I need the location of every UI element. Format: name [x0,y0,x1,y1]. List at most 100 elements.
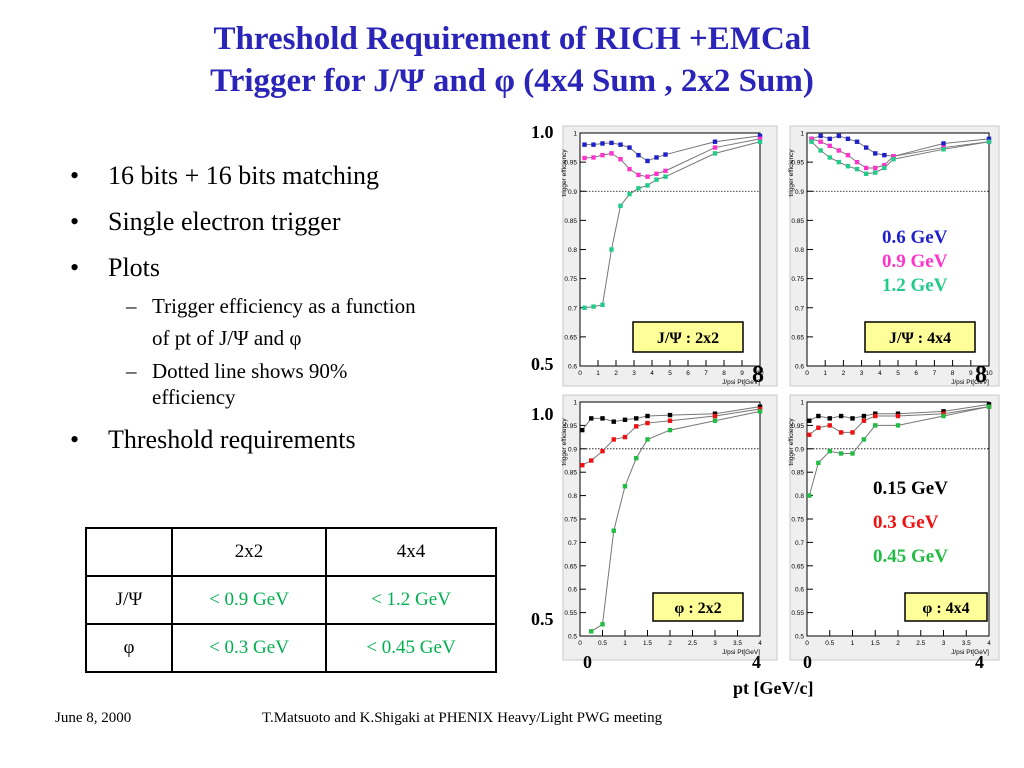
y-tick-label: 0.6 [795,587,804,594]
data-point [941,409,946,414]
data-point [600,622,605,627]
data-point [634,416,639,421]
data-point [591,304,596,309]
bullet-text: 16 bits + 16 bits matching [108,161,380,190]
sub-bullet-item: – Dotted line shows 90% efficiency [70,358,540,410]
y-tick-label: 0.95 [564,160,577,167]
data-point [757,136,763,142]
x-tick-label: 0.5 [825,640,834,647]
y-tick-label: 0.9 [568,189,577,196]
y-tick-label: 0.8 [568,247,577,254]
data-point [654,177,659,182]
data-point [816,425,821,430]
data-point [618,157,623,162]
data-point [712,145,718,150]
table-cell: < 1.2 GeV [325,575,497,625]
table-header-cell: 4x4 [325,527,497,577]
data-point [600,448,605,454]
data-point [622,484,628,489]
y-tick-label: 0.6 [568,364,577,371]
data-point [757,404,763,409]
jpsi-legend: 0.6 GeV 0.9 GeV 1.2 GeV [882,226,947,298]
y-tick-label: 0.65 [564,334,577,341]
data-point [827,155,832,160]
data-point [895,411,901,416]
y-tick-label: 0.85 [564,218,577,225]
data-point [986,136,992,142]
x-axis-title: pt [GeV/c] [733,678,814,698]
data-point [645,413,650,419]
legend-entry: 0.15 GeV [873,478,948,499]
y-axis-label: trigger efficiency [788,418,795,466]
y-tick-label: 0.7 [568,540,577,547]
data-point [807,493,812,498]
data-point [854,159,860,165]
data-point [645,158,650,164]
legend-entry: 1.2 GeV [882,275,948,296]
data-point [827,423,832,428]
table-header-row: 2x2 4x4 [85,527,497,577]
data-point [816,460,821,466]
data-point [816,413,821,419]
bullet-text: Single electron trigger [108,207,341,236]
data-point [611,419,616,424]
bullet-dot-icon: • [70,425,80,454]
data-point [827,136,832,142]
y-tick-label: 0.75 [564,276,577,283]
data-point [838,430,844,435]
data-point [941,147,946,152]
bullet-dot-icon: • [70,161,80,190]
x-end-label-top-left: 8 [752,362,764,388]
data-point [845,152,851,158]
y-tick-label: 0.7 [795,305,804,312]
y-max-label-top: 1.0 [531,122,554,142]
data-point [827,143,832,149]
data-point [941,141,946,146]
y-tick-label: 0.9 [795,189,804,196]
panel-label: J/Ψ : 2x2 [657,330,719,347]
data-point [645,437,650,442]
data-point [986,404,992,409]
y-tick-label: 0.65 [791,563,804,570]
x-tick-label: 4 [987,640,991,647]
data-point [634,424,639,429]
table-row: J/Ψ < 0.9 GeV < 1.2 GeV [85,575,497,625]
data-point [863,165,869,171]
x-tick-label: 4 [650,370,654,377]
y-tick-label: 0.9 [568,446,577,453]
bullet-list: • 16 bits + 16 bits matching • Single elec… [70,160,540,470]
data-point [809,136,814,142]
data-point [609,151,614,156]
data-point [589,458,594,463]
data-point [827,448,832,454]
x-tick-label: 1 [623,640,627,647]
data-point [654,155,659,160]
data-point [627,145,632,150]
panel-label: J/Ψ : 4x4 [889,330,951,347]
y-tick-label: 0.75 [791,276,804,283]
x-tick-label: 5 [668,370,672,377]
table-row: φ < 0.3 GeV < 0.45 GeV [85,623,497,673]
x-axis-label: J/psi Pt[GeV] [722,379,760,386]
data-point [627,166,632,172]
footer-authors: T.Matsuoto and K.Shigaki at PHENIX Heavy… [262,710,663,726]
y-min-label-bottom: 0.5 [531,609,554,629]
x-tick-label: 3.5 [733,640,742,647]
table-row-label: J/Ψ [85,575,173,625]
table-cell: < 0.9 GeV [171,575,327,625]
data-point [873,413,878,419]
data-point [645,183,650,188]
bullet-item: • Plots [70,252,540,284]
x-tick-label: 1 [596,370,600,377]
x-tick-label: 2 [896,640,900,647]
data-point [941,411,946,416]
data-point [882,162,887,168]
y-tick-label: 0.5 [568,634,577,641]
data-point [611,437,616,442]
x-tick-label: 4 [758,640,762,647]
x-tick-label: 3 [713,640,717,647]
x-tick-label: 8 [722,370,726,377]
data-point [873,151,878,156]
x-tick-label: 9 [969,370,973,377]
